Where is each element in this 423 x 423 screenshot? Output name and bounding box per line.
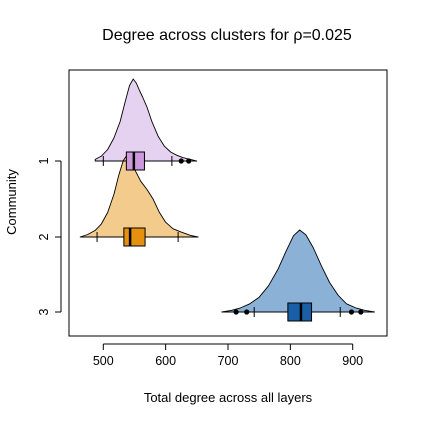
violin-community-3 [221, 229, 375, 313]
boxes-layer [96, 151, 364, 322]
violin-community-2 [79, 154, 199, 238]
outlier-point [178, 158, 184, 164]
x-tick-label: 600 [155, 354, 176, 368]
plot-frame [68, 69, 388, 337]
x-tick-label: 800 [280, 354, 301, 368]
outlier-point [233, 309, 239, 315]
x-axis: 500 600 700 800 900 [93, 343, 363, 368]
y-axis: 1 2 3 [37, 157, 62, 315]
boxplot-community-2 [96, 227, 179, 247]
y-tick-label: 1 [37, 157, 51, 164]
outlier-point [244, 309, 250, 315]
outlier-point [358, 309, 364, 315]
chart-title: Degree across clusters for ρ=0.025 [102, 27, 352, 44]
outlier-point [348, 309, 355, 315]
x-tick-label: 700 [218, 354, 239, 368]
iqr-box [125, 151, 145, 171]
x-tick-label: 500 [93, 354, 114, 368]
outlier-point [186, 158, 192, 164]
violins-layer [79, 78, 375, 313]
y-tick-label: 2 [37, 233, 51, 240]
boxplot-community-3 [233, 302, 364, 322]
x-axis-label: Total degree across all layers [144, 390, 313, 405]
boxplot-community-1 [102, 151, 192, 171]
y-tick-label: 3 [37, 308, 51, 315]
iqr-box [123, 227, 146, 247]
violin-community-1 [94, 78, 198, 162]
y-axis-label: Community [4, 169, 19, 235]
x-tick-label: 900 [342, 354, 363, 368]
